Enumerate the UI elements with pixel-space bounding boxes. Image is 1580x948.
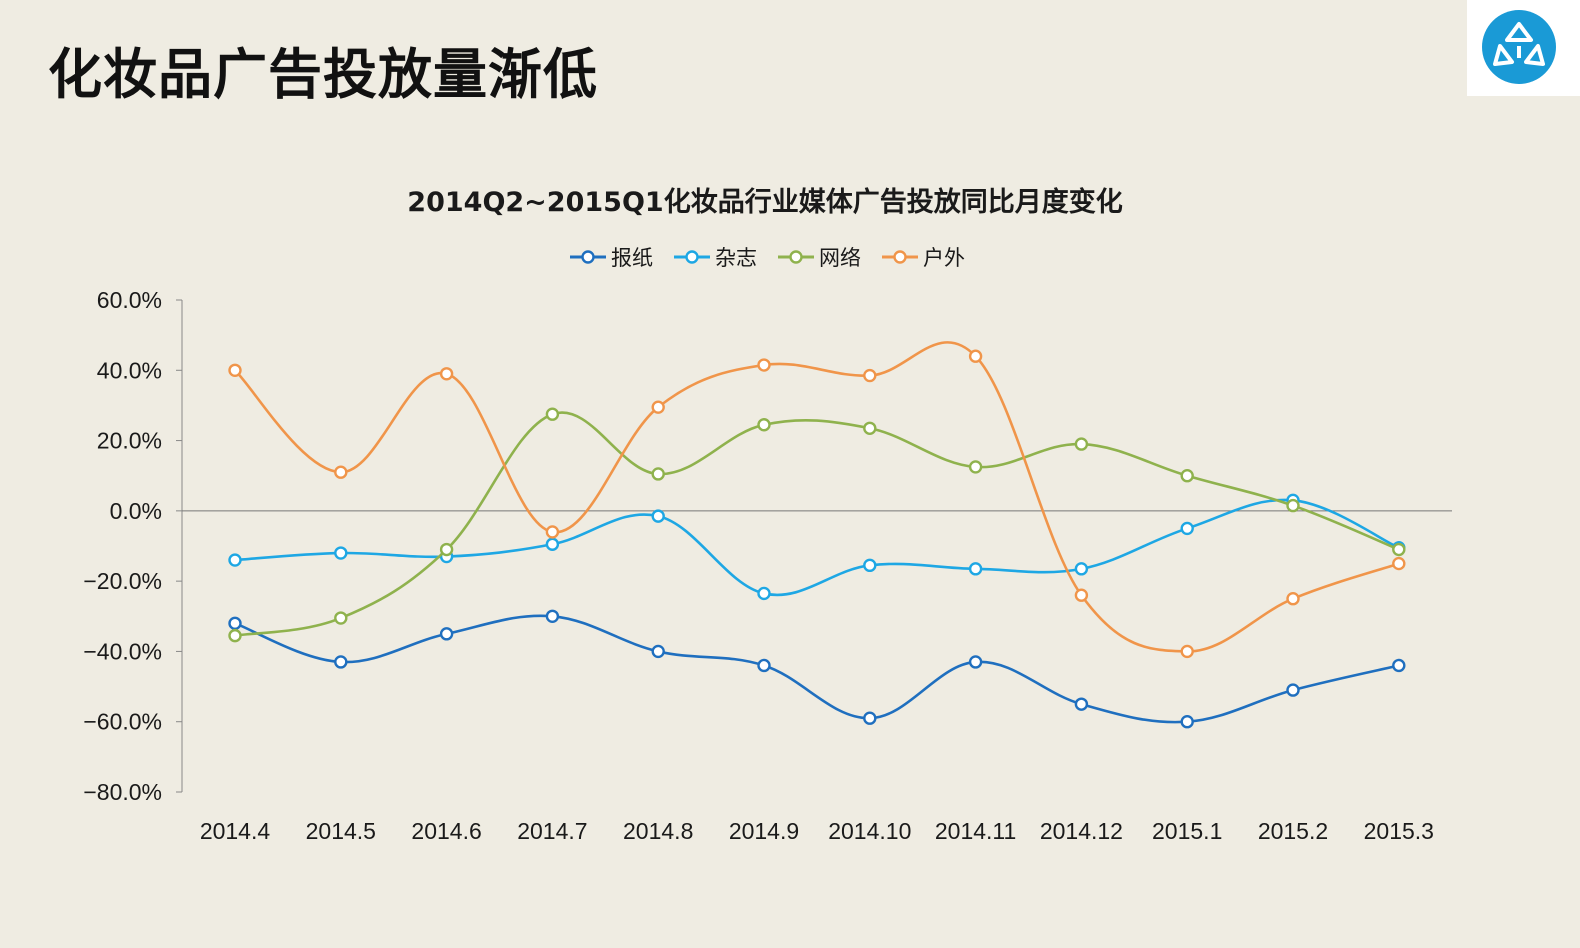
x-tick-label: 2014.4 (200, 818, 271, 844)
data-point (228, 628, 242, 643)
legend-item: 网络 (778, 246, 861, 270)
data-point (968, 562, 983, 576)
data-point (228, 363, 242, 377)
data-point (439, 542, 454, 557)
data-point (334, 465, 348, 479)
data-point (757, 658, 771, 673)
legend-item: 报纸 (570, 246, 653, 270)
data-point (439, 367, 454, 381)
data-point (863, 368, 877, 383)
brand-logo-icon (1482, 10, 1556, 84)
data-point (1074, 697, 1089, 711)
data-point (1074, 562, 1089, 576)
legend-marker (893, 250, 907, 264)
series-2 (228, 407, 1406, 643)
data-point (1392, 542, 1406, 557)
data-point (1286, 498, 1300, 513)
x-tick-label: 2015.2 (1258, 818, 1328, 844)
data-point (757, 418, 771, 432)
data-point (968, 460, 983, 474)
data-point (1180, 644, 1194, 659)
series-line (234, 341, 1400, 653)
legend-marker (789, 250, 803, 264)
logo-container (1467, 0, 1580, 96)
data-point (545, 537, 560, 551)
legend-item: 户外 (882, 246, 965, 270)
data-point (968, 655, 983, 669)
x-tick-label: 2014.9 (729, 818, 799, 844)
data-point (757, 358, 771, 372)
data-point (863, 421, 877, 435)
data-point (228, 616, 242, 631)
series-0 (228, 609, 1406, 729)
y-tick-label: −20.0% (83, 568, 162, 594)
legend-marker (581, 250, 595, 264)
x-tick-label: 2014.12 (1040, 818, 1123, 844)
data-point (651, 467, 665, 481)
data-point (439, 627, 454, 641)
chart-legend: 报纸 杂志 网络 户外 (570, 246, 965, 270)
data-point (1180, 469, 1194, 483)
data-point (545, 525, 560, 539)
data-point (1180, 715, 1194, 729)
data-point (334, 611, 348, 625)
x-tick-label: 2014.6 (411, 818, 481, 844)
data-point (1286, 592, 1300, 606)
chart-series (228, 341, 1406, 729)
series-line (234, 614, 1400, 724)
data-point (651, 644, 665, 659)
data-point (1286, 683, 1300, 697)
data-point (334, 546, 348, 560)
chart-axes: 60.0% 40.0% 20.0% 0.0% −20.0% −40.0% −60.0% −80… (83, 287, 1452, 844)
y-tick-label: 0.0% (110, 498, 162, 524)
data-point (968, 349, 983, 363)
y-tick-label: 20.0% (97, 428, 162, 454)
y-tick-label: 60.0% (97, 287, 162, 313)
data-point (1180, 521, 1194, 536)
legend-label: 户外 (923, 246, 965, 270)
legend-label: 网络 (819, 246, 861, 270)
series-line (234, 411, 1400, 637)
data-point (651, 509, 665, 523)
y-tick-label: −40.0% (83, 638, 162, 664)
legend-item: 杂志 (674, 246, 757, 270)
y-tick-label: −80.0% (83, 779, 162, 805)
x-tick-label: 2014.8 (623, 818, 693, 844)
y-tick-label: 40.0% (97, 357, 162, 383)
data-point (334, 655, 348, 669)
data-point (651, 400, 665, 414)
x-tick-label: 2014.10 (828, 818, 911, 844)
x-tick-label: 2014.11 (935, 818, 1016, 844)
data-point (863, 558, 877, 573)
series-3 (228, 341, 1406, 659)
y-tick-label: −60.0% (83, 709, 162, 735)
data-point (1392, 556, 1406, 571)
x-tick-label: 2015.1 (1152, 818, 1222, 844)
legend-label: 杂志 (715, 246, 757, 270)
data-point (1392, 658, 1406, 673)
slide-title: 化妆品广告投放量渐低 (48, 43, 598, 106)
data-point (545, 407, 560, 421)
data-point (1074, 588, 1089, 602)
x-tick-label: 2014.5 (306, 818, 376, 844)
legend-marker (685, 250, 699, 264)
data-point (863, 711, 877, 725)
data-point (757, 586, 771, 601)
x-tick-label: 2014.7 (517, 818, 587, 844)
data-point (228, 553, 242, 567)
data-point (1074, 437, 1089, 451)
x-tick-label: 2015.3 (1364, 818, 1434, 844)
chart-title: 2014Q2~2015Q1化妆品行业媒体广告投放同比月度变化 (407, 186, 1122, 218)
legend-label: 报纸 (611, 246, 653, 270)
data-point (545, 609, 560, 623)
